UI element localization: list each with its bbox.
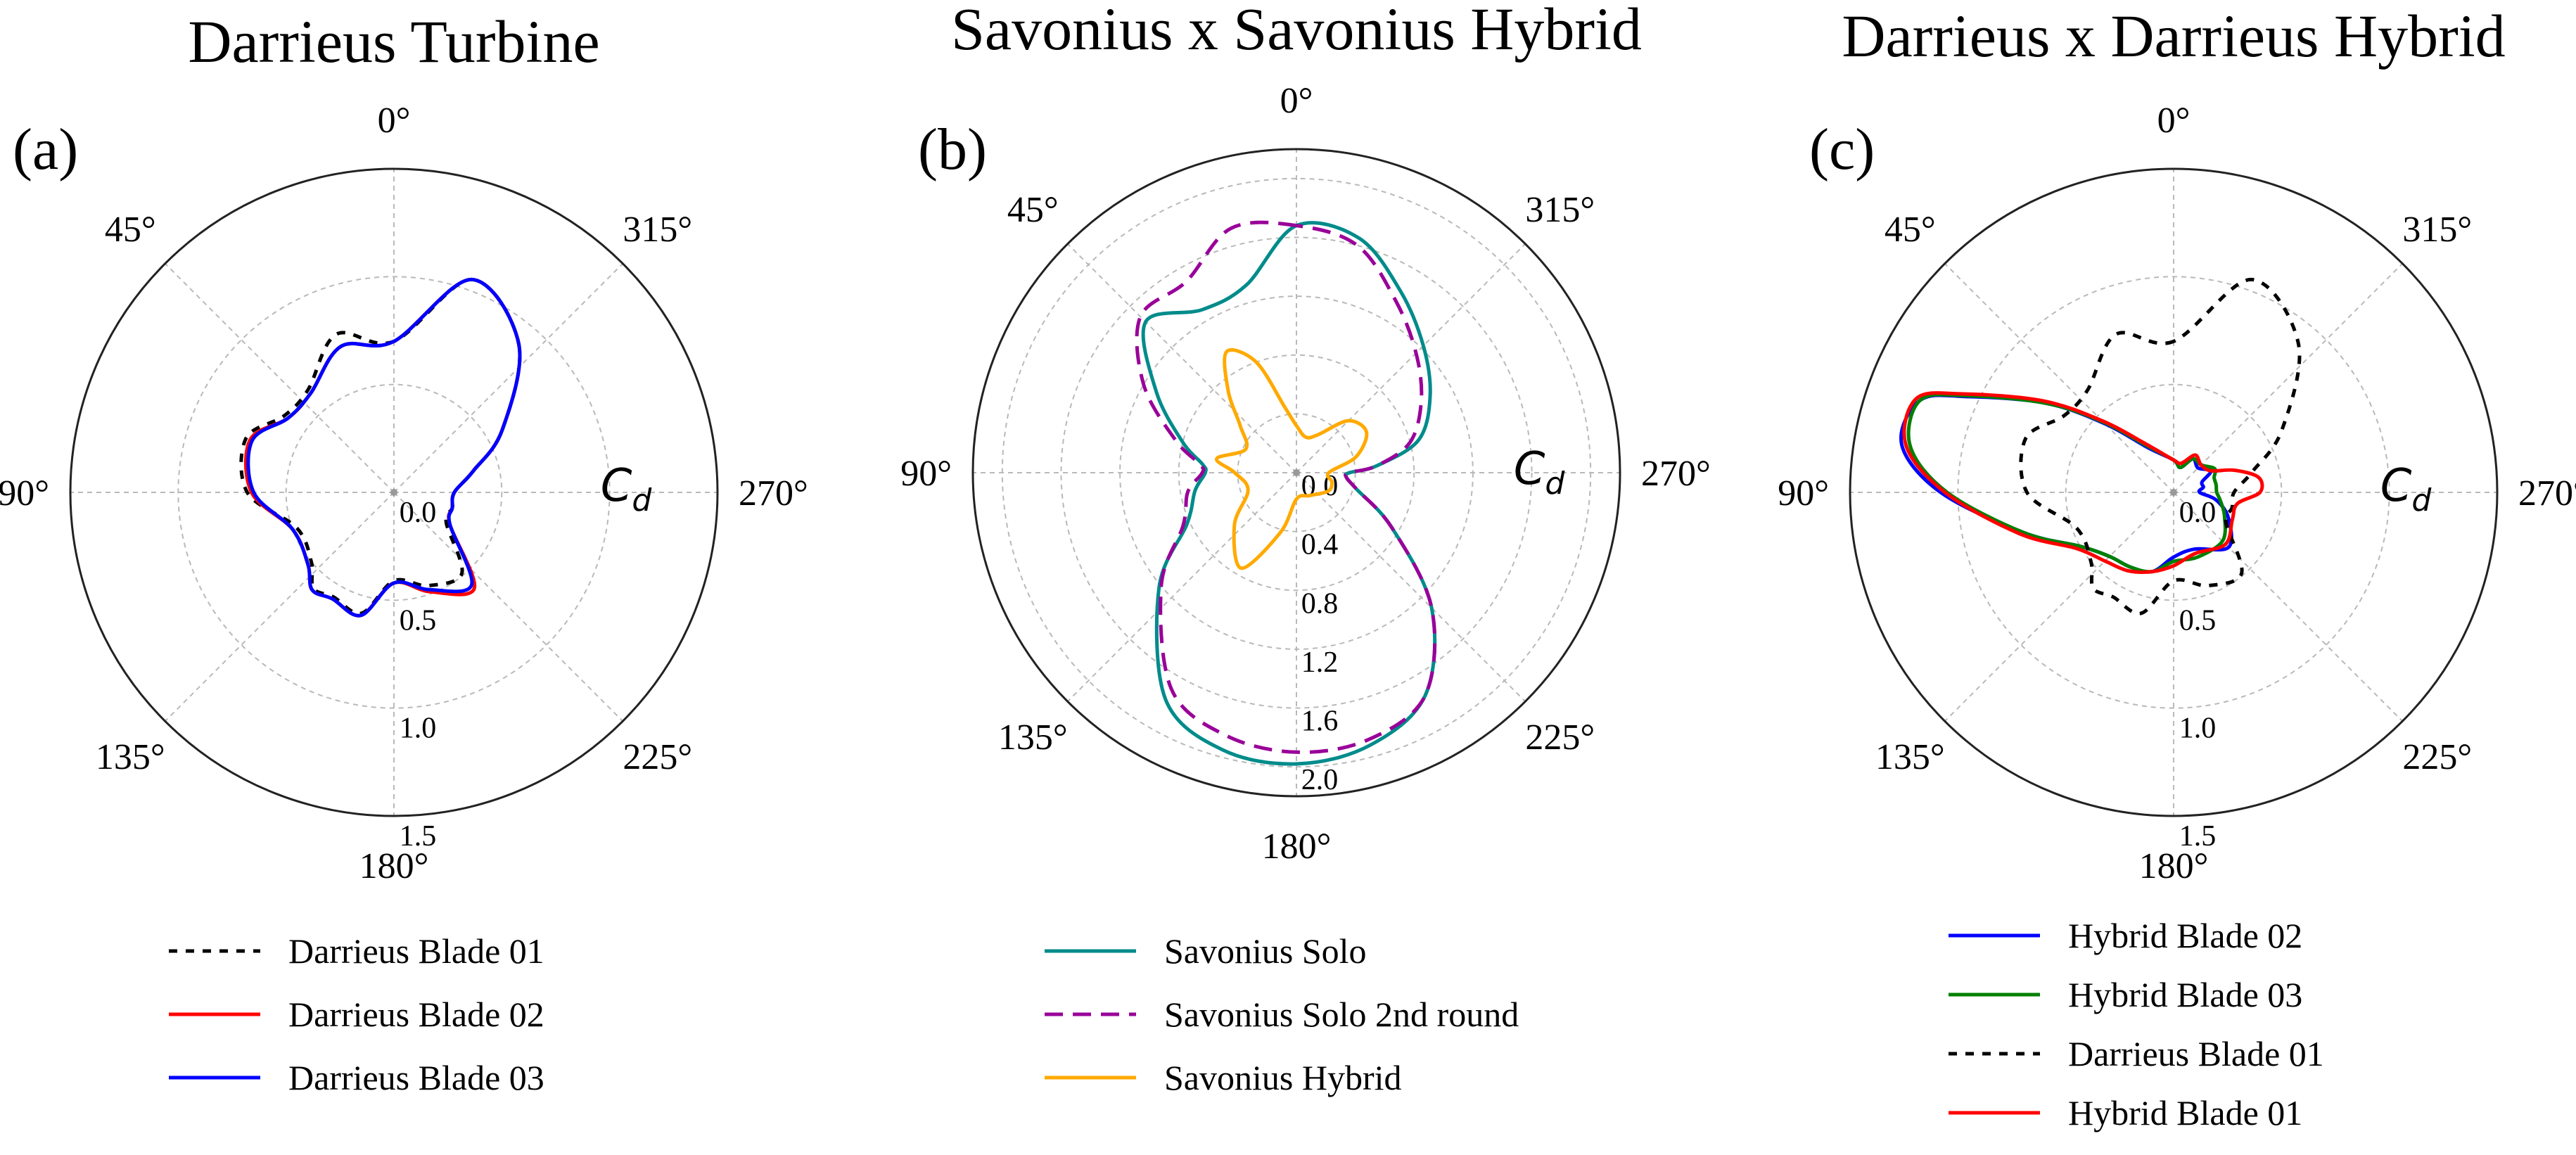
angle-tick-label: 0° <box>1280 81 1313 121</box>
angular-gridline <box>165 263 395 493</box>
angular-gridline <box>1944 492 2174 722</box>
radial-gridline <box>2065 383 2283 601</box>
origin-dot <box>390 489 397 496</box>
radial-tick-label: 0.0 <box>2179 497 2217 529</box>
radial-axis-label: Cd <box>601 460 653 518</box>
radial-gridline <box>1119 295 1474 650</box>
panel-label: (b) <box>918 117 987 182</box>
angular-gridline <box>1067 243 1297 473</box>
radial-axis-label: Cd <box>2380 460 2432 518</box>
angular-gridline <box>1296 472 1526 702</box>
series-line-savonius-solo <box>1141 221 1437 766</box>
series-line-darrieus-blade-02 <box>243 277 522 618</box>
radial-tick-label: 0.4 <box>1301 529 1339 561</box>
radial-gridline <box>177 276 611 709</box>
angle-tick-label: 0° <box>2157 101 2191 141</box>
radial-tick-label: 2.0 <box>1301 764 1339 796</box>
legend: Hybrid Blade 02 Hybrid Blade 03 Darrieus B… <box>1949 916 2324 1132</box>
angle-tick-label: 135° <box>96 737 165 777</box>
series-line-darrieus-blade-01 <box>2019 277 2302 615</box>
chart-title: Savonius x Savonius Hybrid <box>951 0 1642 63</box>
legend-label: Darrieus Blade 02 <box>288 995 544 1034</box>
series-line-savonius-hybrid <box>1215 348 1369 570</box>
origin-dot <box>2170 489 2177 496</box>
series-line-darrieus-blade-01 <box>239 277 522 615</box>
legend-label: Darrieus Blade 01 <box>2068 1034 2324 1073</box>
legend-label: Savonius Hybrid <box>1164 1058 1402 1097</box>
radial-tick-label: 0.5 <box>400 604 437 637</box>
angular-gridline <box>1067 472 1297 702</box>
angular-gridline <box>393 492 623 722</box>
radial-tick-label: 1.0 <box>400 713 437 745</box>
angle-tick-label: 180° <box>1262 827 1332 867</box>
angle-tick-label: 270° <box>739 473 808 513</box>
panel-label: (c) <box>1809 117 1875 182</box>
legend-label: Hybrid Blade 02 <box>2068 916 2302 955</box>
angle-tick-label: 135° <box>998 717 1068 758</box>
radial-gridline <box>285 383 503 601</box>
chart-title: Darrieus Turbine <box>188 8 599 75</box>
chart-title: Darrieus x Darrieus Hybrid <box>1842 2 2505 70</box>
angle-tick-label: 180° <box>359 846 429 886</box>
legend: Darrieus Blade 01 Darrieus Blade 02 Darrie… <box>169 931 544 1097</box>
angular-gridline <box>393 263 623 493</box>
polar-frame <box>1849 167 2499 817</box>
polar-frame <box>69 167 719 817</box>
radial-tick-label: 1.5 <box>400 820 437 853</box>
radial-gridline <box>1060 236 1533 709</box>
angle-tick-label: 90° <box>900 454 952 494</box>
series-line-hybrid-blade-01 <box>1902 391 2264 574</box>
angular-gridline <box>1296 243 1526 473</box>
polar-frame <box>971 148 1621 798</box>
legend-label: Hybrid Blade 03 <box>2068 975 2302 1014</box>
origin-dot <box>1293 469 1300 476</box>
angle-tick-label: 180° <box>2139 846 2209 886</box>
angle-tick-label: 90° <box>1778 473 1829 513</box>
legend-label: Darrieus Blade 01 <box>288 931 544 971</box>
series-line-savonius-solo-2nd-round <box>1135 220 1437 754</box>
radial-gridline <box>1957 276 2390 709</box>
panel-label: (a) <box>13 117 78 182</box>
angle-tick-label: 315° <box>623 210 692 250</box>
angle-tick-label: 315° <box>1525 190 1595 230</box>
radial-tick-label: 0.5 <box>2179 604 2217 637</box>
polar-panel-3: Darrieus x Darrieus Hybrid (c) 0° 45° 90° 135… <box>1778 2 2576 1132</box>
polar-panel-1: Darrieus Turbine (a) 0° 45° 90° 135° 180° 225° 2… <box>0 8 808 1097</box>
radial-tick-label: 0.0 <box>400 497 437 529</box>
legend-label: Hybrid Blade 01 <box>2068 1093 2302 1132</box>
angle-tick-label: 315° <box>2402 210 2472 250</box>
radial-gridline <box>1001 177 1592 768</box>
angle-tick-label: 225° <box>623 737 692 777</box>
legend: Savonius Solo Savonius Solo 2nd round Savo… <box>1045 931 1519 1097</box>
radial-tick-label: 0.8 <box>1301 587 1339 620</box>
polar-panel-2: Savonius x Savonius Hybrid (b) 0° 45° 90° 135… <box>900 0 1711 1097</box>
radial-tick-label: 1.2 <box>1301 646 1339 679</box>
legend-label: Savonius Solo 2nd round <box>1164 995 1519 1034</box>
angle-tick-label: 225° <box>1525 717 1595 758</box>
angle-tick-label: 0° <box>378 101 411 141</box>
angle-tick-label: 135° <box>1875 737 1945 777</box>
series-line-darrieus-blade-03 <box>246 277 522 618</box>
radial-gridline <box>1178 354 1415 592</box>
radial-tick-label: 1.0 <box>2179 713 2217 745</box>
angle-tick-label: 45° <box>1007 190 1059 230</box>
angle-tick-label: 270° <box>1641 454 1711 494</box>
radial-tick-label: 1.5 <box>2179 820 2217 853</box>
legend-label: Darrieus Blade 03 <box>288 1058 544 1097</box>
legend-label: Savonius Solo <box>1164 931 1367 971</box>
angular-gridline <box>165 492 395 722</box>
angle-tick-label: 270° <box>2518 473 2576 513</box>
radial-tick-label: 1.6 <box>1301 706 1339 738</box>
radial-axis-label: Cd <box>1514 443 1566 502</box>
angular-gridline <box>2173 263 2403 493</box>
angle-tick-label: 45° <box>1885 210 1936 250</box>
angle-tick-label: 225° <box>2402 737 2472 777</box>
angle-tick-label: 90° <box>0 473 49 513</box>
angular-gridline <box>1944 263 2174 493</box>
angle-tick-label: 45° <box>105 210 156 250</box>
angular-gridline <box>2173 492 2403 722</box>
